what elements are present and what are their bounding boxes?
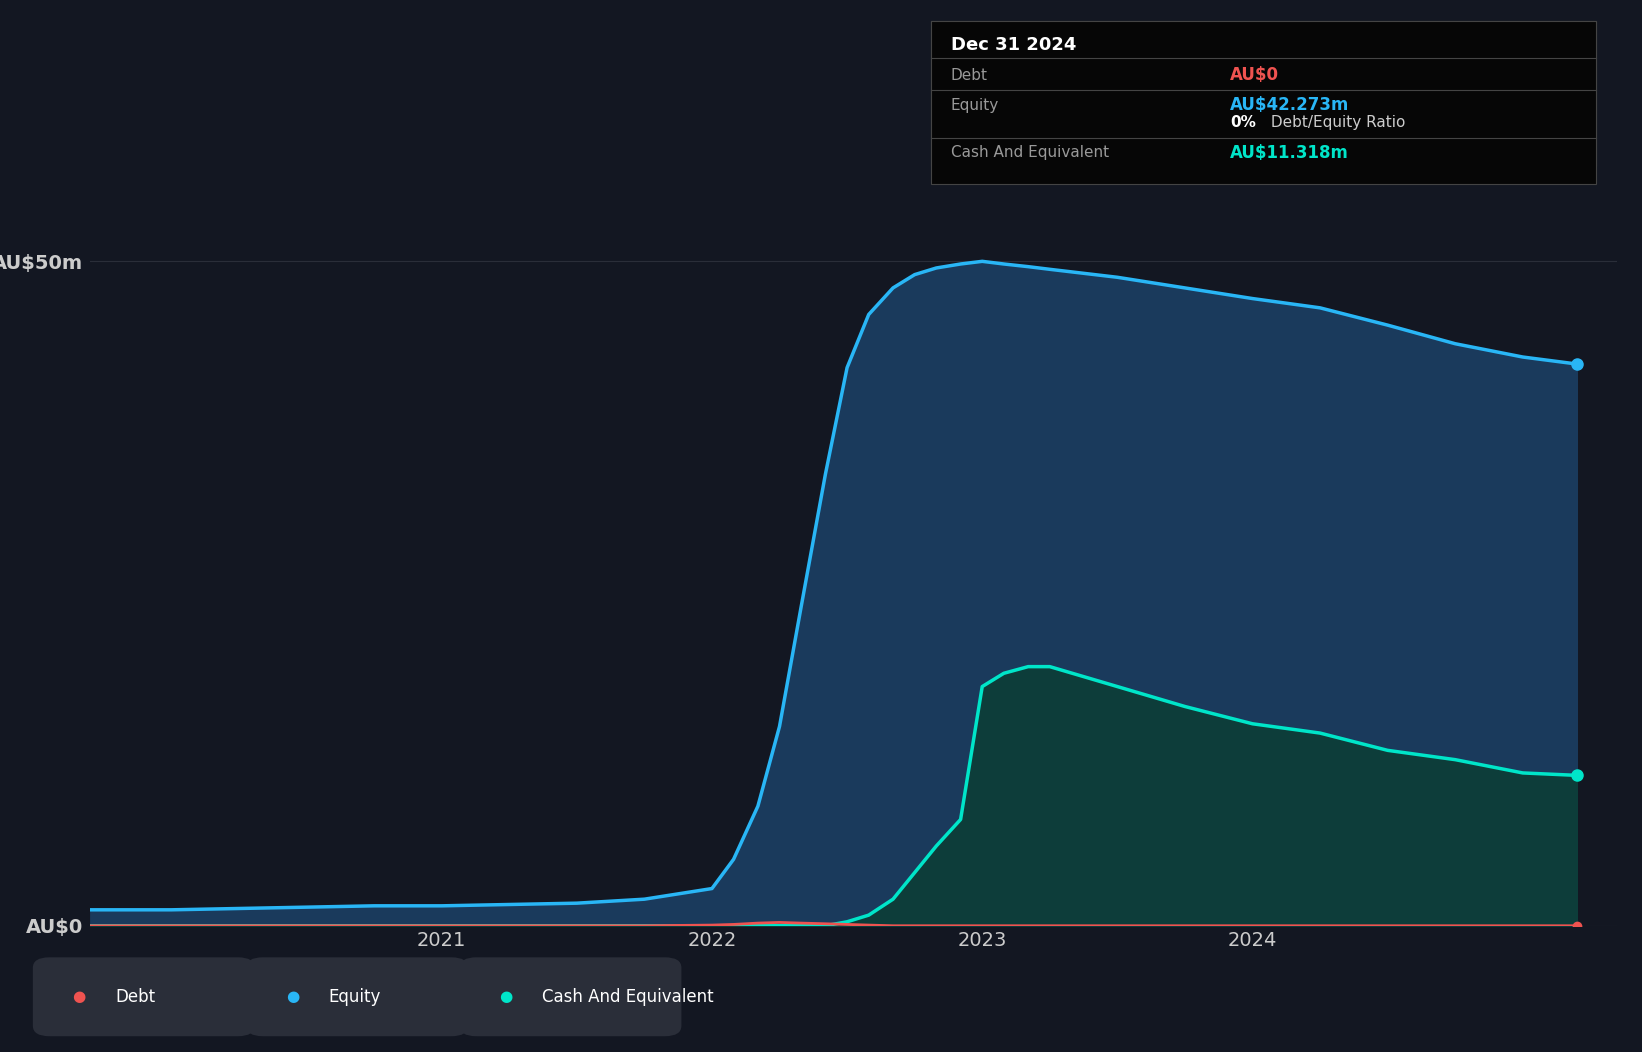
Text: Dec 31 2024: Dec 31 2024 (951, 37, 1076, 55)
Text: AU$11.318m: AU$11.318m (1230, 144, 1350, 162)
Text: Equity: Equity (328, 988, 381, 1006)
Text: Equity: Equity (951, 98, 998, 113)
Text: 0%: 0% (1230, 116, 1256, 130)
Text: ●: ● (499, 989, 512, 1005)
Text: Debt/Equity Ratio: Debt/Equity Ratio (1266, 116, 1406, 130)
Text: Cash And Equivalent: Cash And Equivalent (542, 988, 714, 1006)
Text: Debt: Debt (115, 988, 154, 1006)
Text: ●: ● (72, 989, 85, 1005)
Text: Debt: Debt (951, 68, 988, 83)
Text: AU$0: AU$0 (1230, 66, 1279, 84)
Text: AU$42.273m: AU$42.273m (1230, 97, 1350, 115)
Text: Cash And Equivalent: Cash And Equivalent (951, 145, 1108, 160)
Text: ●: ● (286, 989, 299, 1005)
